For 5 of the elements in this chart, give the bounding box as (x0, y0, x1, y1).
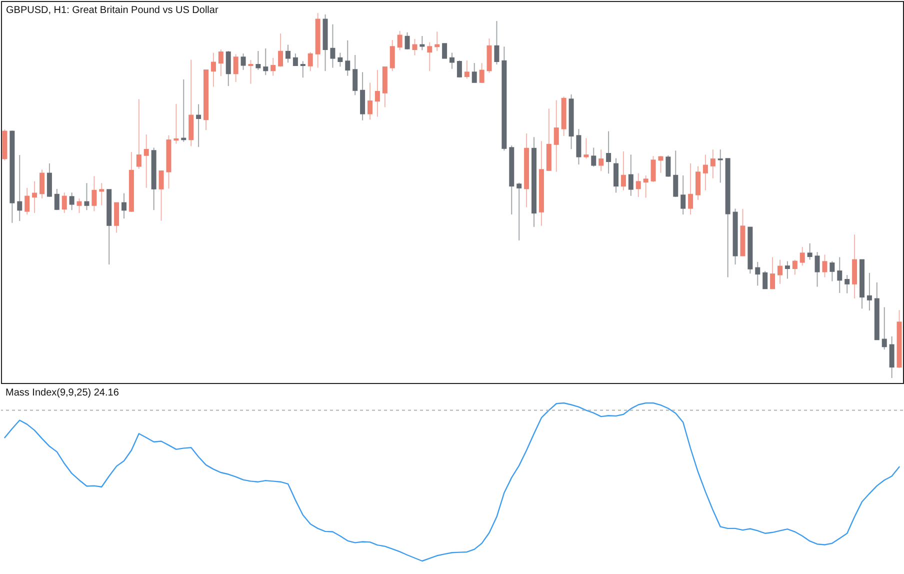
candlestick (456, 60, 462, 78)
candlestick (762, 270, 768, 290)
candlestick (442, 43, 448, 59)
chart-title: GBPUSD, H1: Great Britain Pound vs US Dollar (6, 5, 219, 16)
chart-title: Mass Index(9,9,25) 24.16 (6, 387, 120, 398)
